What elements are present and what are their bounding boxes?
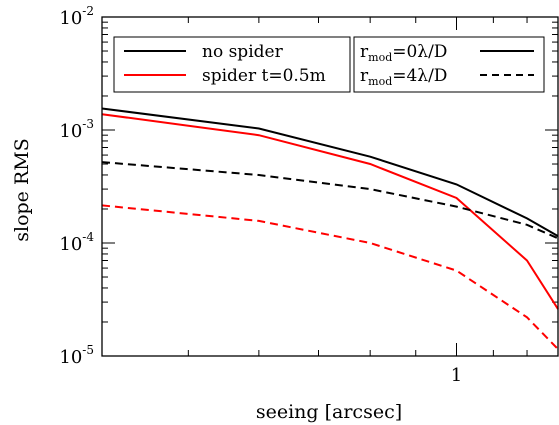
plot-frame: [101, 16, 559, 357]
legend-box-modulation: [353, 36, 545, 93]
legend-label: rmod=4λ/D: [360, 66, 447, 88]
y-tick-label: 10-2: [59, 4, 94, 29]
spider-rmod4-line: [101, 204, 559, 350]
no-spider-rmod0-line: [101, 107, 559, 237]
x-tick-label: 1: [451, 365, 462, 386]
y-tick-label-base: 10: [59, 8, 82, 29]
legend-label-prefix: r: [360, 66, 369, 86]
no-spider-rmod4-line: [101, 161, 559, 240]
legend-label-prefix: r: [360, 42, 369, 62]
legend-label-suffix: =0λ/D: [392, 42, 447, 62]
legend-label: rmod=0λ/D: [360, 42, 447, 64]
y-tick-label-base: 10: [59, 121, 82, 142]
y-tick-label-exponent: -2: [82, 4, 94, 18]
legend-label-suffix: =4λ/D: [392, 66, 447, 86]
y-tick-label-exponent: -5: [82, 343, 94, 357]
legend-label-subscript: mod: [368, 75, 392, 88]
plot-series: [101, 107, 559, 350]
y-tick-label-base: 10: [59, 234, 82, 255]
spider-rmod0-line: [101, 113, 559, 310]
y-tick-label-exponent: -4: [82, 230, 94, 244]
legend-label: no spider: [202, 42, 284, 62]
y-tick-label: 10-4: [59, 230, 94, 255]
legend-label: spider t=0.5m: [202, 66, 326, 86]
y-tick-label-base: 10: [59, 347, 82, 368]
tick-labels: 10-510-410-310-21: [59, 4, 462, 386]
y-tick-label: 10-3: [59, 117, 94, 142]
y-tick-label: 10-5: [59, 343, 94, 368]
legend-box-series: [113, 36, 351, 93]
legend-label-subscript: mod: [368, 51, 392, 64]
y-axis-label: slope RMS: [11, 138, 33, 242]
y-tick-label-exponent: -3: [82, 117, 94, 131]
x-axis-label: seeing [arcsec]: [256, 401, 402, 423]
plot-area-border: [101, 16, 559, 357]
